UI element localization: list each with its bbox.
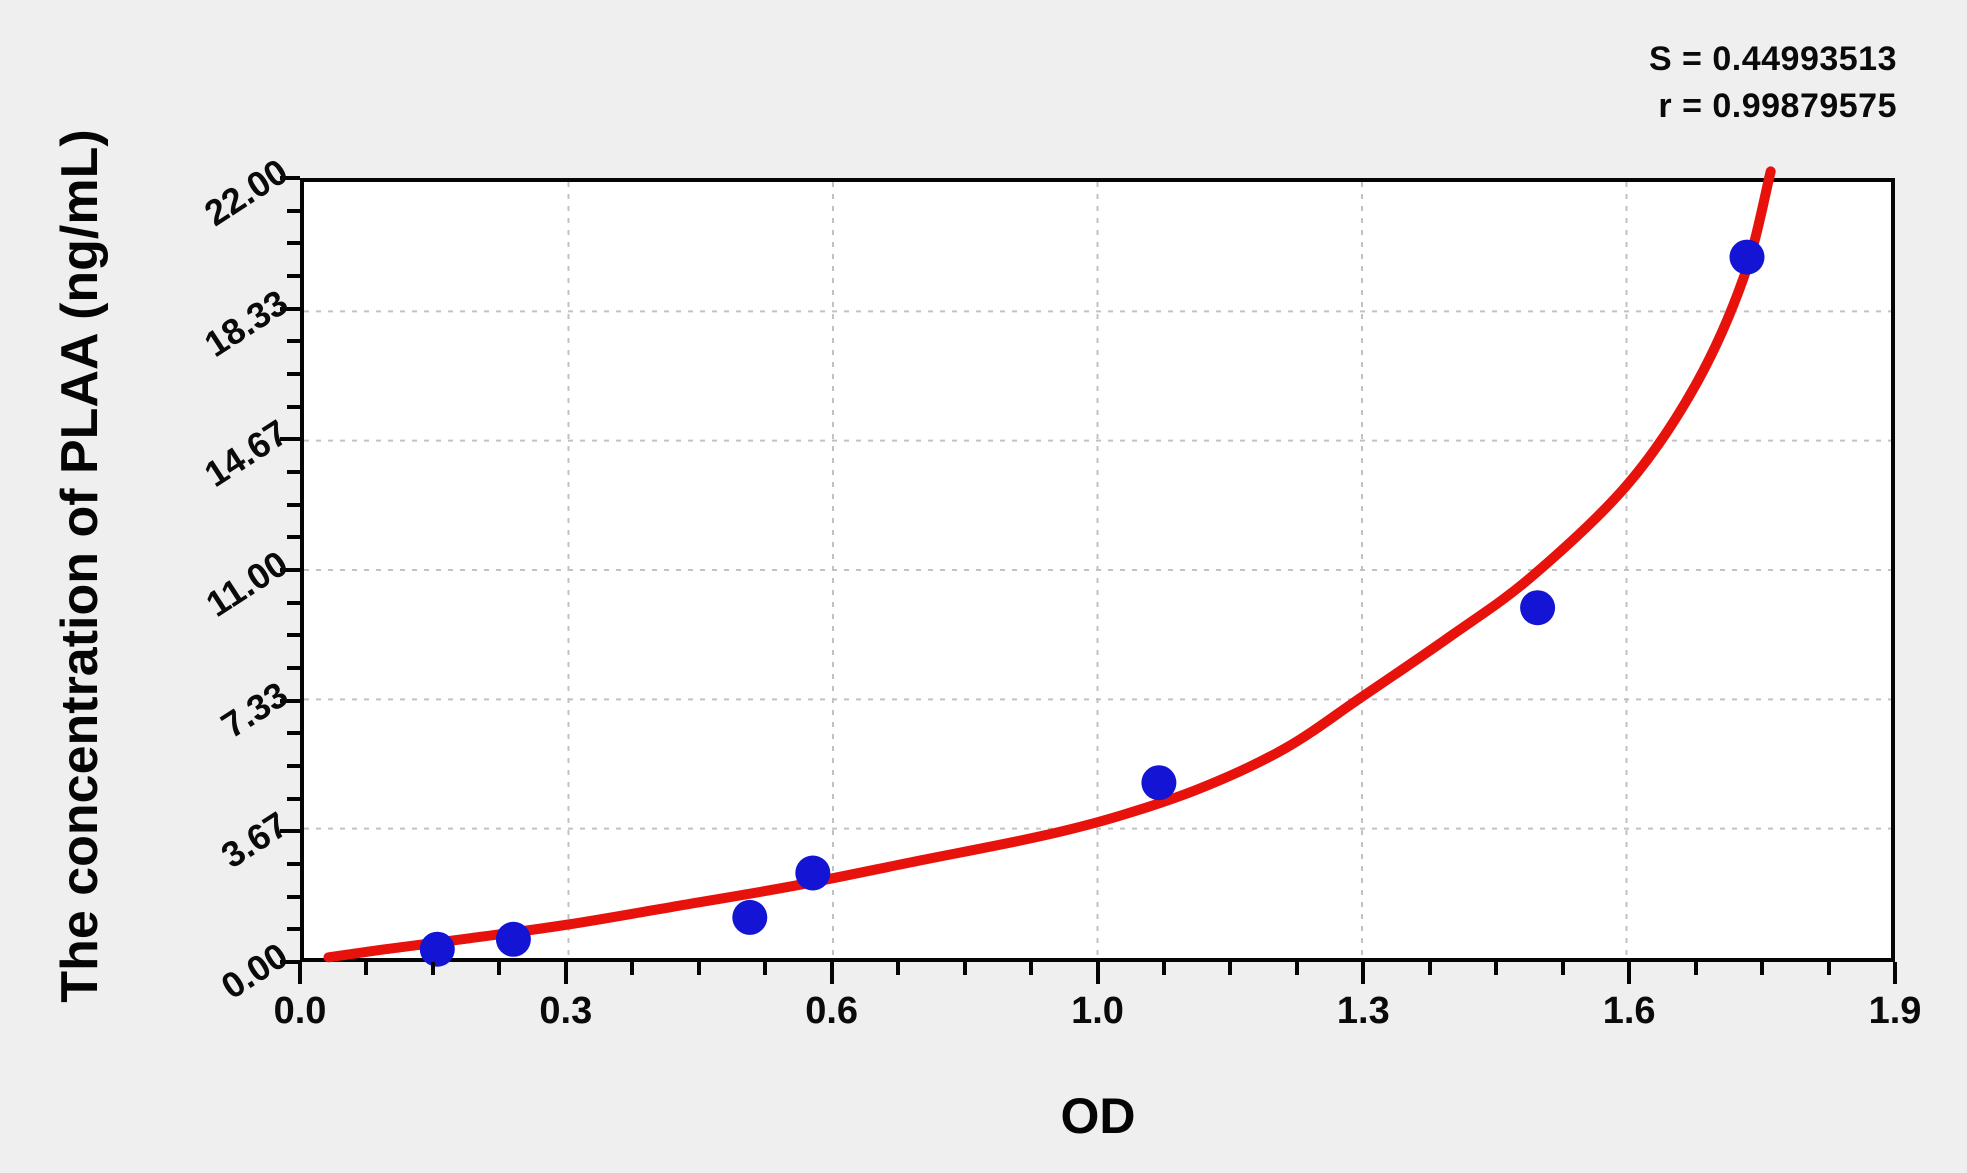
x-minor-tick	[1494, 962, 1499, 975]
data-point	[1520, 590, 1556, 626]
x-minor-tick	[1228, 962, 1233, 975]
y-tick-label: 18.33	[197, 281, 295, 365]
x-axis-title: OD	[1060, 1088, 1136, 1144]
y-major-tick	[280, 437, 300, 442]
fit-statistic-s: S = 0.44993513	[1648, 40, 1897, 78]
x-minor-tick	[896, 962, 901, 975]
y-major-tick	[280, 306, 300, 311]
data-point	[1141, 765, 1177, 801]
x-major-tick	[829, 962, 834, 984]
y-minor-tick	[287, 208, 300, 213]
x-minor-tick	[1029, 962, 1034, 975]
data-point	[1729, 239, 1765, 275]
y-tick-label: 7.33	[213, 673, 295, 746]
y-minor-tick	[287, 404, 300, 409]
x-major-tick	[1095, 962, 1100, 984]
x-tick-label: 0.3	[539, 990, 593, 1032]
x-tick-label: 0.6	[805, 990, 859, 1032]
x-minor-tick	[630, 962, 635, 975]
data-point	[732, 899, 768, 935]
x-minor-tick	[1161, 962, 1166, 975]
x-minor-tick	[696, 962, 701, 975]
y-minor-tick	[287, 502, 300, 507]
y-minor-tick	[287, 927, 300, 932]
x-major-tick	[1361, 962, 1366, 984]
y-major-tick	[280, 568, 300, 572]
x-tick-label: 1.6	[1602, 990, 1656, 1032]
y-major-tick	[280, 829, 300, 834]
x-minor-tick	[962, 962, 967, 975]
x-minor-tick	[1826, 962, 1831, 975]
x-tick-label: 1.9	[1868, 990, 1922, 1032]
y-tick-label: 22.00	[197, 150, 295, 234]
x-minor-tick	[364, 962, 369, 975]
x-minor-tick	[1693, 962, 1698, 975]
chart-canvas	[304, 166, 1891, 967]
data-point	[795, 855, 831, 891]
x-minor-tick	[1427, 962, 1432, 975]
y-minor-tick	[287, 894, 300, 899]
x-minor-tick	[763, 962, 768, 975]
y-minor-tick	[287, 796, 300, 801]
y-minor-tick	[287, 633, 300, 638]
y-minor-tick	[287, 600, 300, 605]
fitted-curve	[323, 166, 1776, 963]
x-tick-label: 1.0	[1071, 990, 1124, 1032]
y-tick-label: 3.67	[213, 803, 295, 877]
x-major-tick	[1627, 962, 1632, 984]
y-major-tick	[280, 176, 300, 180]
y-minor-tick	[287, 731, 300, 736]
fit-statistic-r: r = 0.99879575	[1658, 87, 1897, 125]
x-tick-label: 1.3	[1336, 990, 1390, 1032]
y-minor-tick	[287, 274, 300, 278]
data-point	[495, 921, 531, 957]
x-major-tick	[1893, 962, 1897, 984]
x-major-tick	[298, 962, 302, 984]
y-minor-tick	[287, 339, 300, 344]
y-minor-tick	[287, 535, 300, 540]
y-minor-tick	[287, 241, 300, 246]
y-tick-label: 11.00	[198, 542, 295, 625]
data-point	[419, 931, 455, 967]
x-tick-label: 0.0	[273, 990, 327, 1032]
y-minor-tick	[287, 470, 300, 474]
y-minor-tick	[287, 666, 300, 670]
fit-statistics: S = 0.44993513 r = 0.99879575	[1649, 36, 1897, 130]
x-minor-tick	[497, 962, 502, 975]
plot-area	[300, 166, 1895, 967]
y-major-tick	[280, 698, 300, 703]
y-axis-title: The concentration of PLAA (ng/mL)	[51, 129, 109, 1003]
x-minor-tick	[1560, 962, 1565, 975]
x-minor-tick	[430, 962, 435, 975]
y-tick-label: 14.67	[197, 411, 295, 496]
y-minor-tick	[287, 862, 300, 866]
x-minor-tick	[1294, 962, 1299, 975]
x-minor-tick	[1760, 962, 1765, 975]
y-minor-tick	[287, 764, 300, 768]
y-minor-tick	[287, 372, 300, 376]
x-major-tick	[563, 962, 568, 984]
y-major-tick	[280, 960, 300, 964]
